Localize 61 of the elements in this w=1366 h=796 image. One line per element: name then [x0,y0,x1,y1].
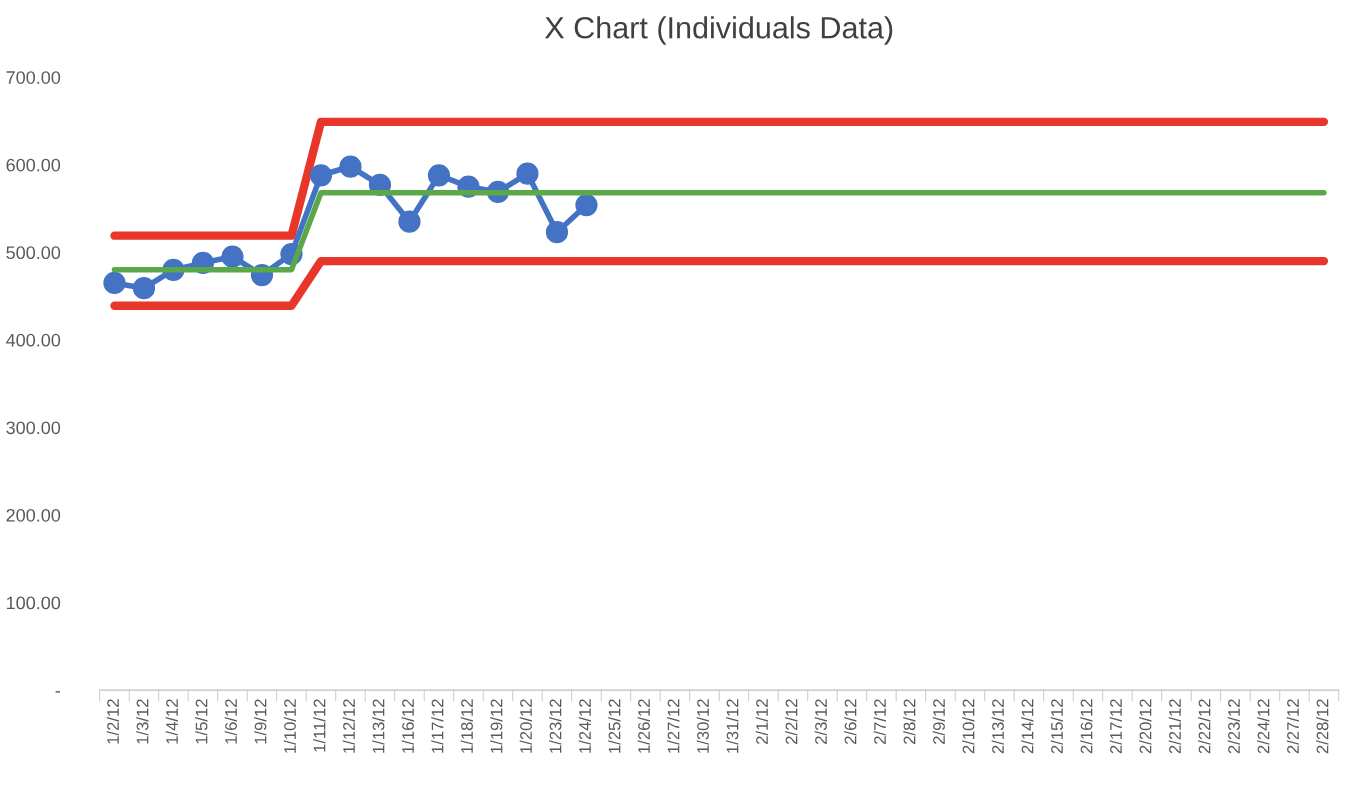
x-tick-label: 2/16/12 [1080,699,1093,754]
x-tick-label: 1/13/12 [372,699,385,753]
x-tick-label: 1/20/12 [519,699,532,753]
x-tick-label: 2/14/12 [1021,699,1034,754]
x-tick-label: 1/6/12 [224,699,237,744]
chart-title: X Chart (Individuals Data) [544,16,893,45]
point [309,164,333,187]
x-tick-label: 1/24/12 [578,699,591,753]
x-tick-label: 2/15/12 [1050,699,1063,754]
point [516,162,539,185]
x-tick-label: 1/11/12 [313,699,326,752]
x-tick-label: 2/3/12 [814,699,827,744]
x-tick-label: 1/23/12 [549,699,562,753]
point [132,277,156,300]
x-tick-label: 2/27/12 [1286,699,1299,754]
y-tick-label: 200.00 [6,508,61,522]
y-tick-label: 100.00 [6,596,61,610]
x-tick-label: 2/17/12 [1109,699,1122,754]
x-tick-label: 1/4/12 [165,699,178,744]
point [339,155,362,178]
y-tick-label: 400.00 [6,333,61,347]
x-tick-label: 1/18/12 [460,699,473,753]
point [398,210,421,233]
x-tick-label: 1/3/12 [136,699,149,744]
x-tick-label: 1/16/12 [401,699,414,753]
x-tick-label: 1/5/12 [195,699,208,744]
x-tick-label: 1/9/12 [254,699,267,744]
point [103,271,126,295]
x-tick-label: 2/22/12 [1198,699,1211,754]
x-tick-label: 2/24/12 [1257,699,1270,754]
y-tick-label: 600.00 [6,158,61,172]
point [575,193,598,217]
x-tick-label: 2/7/12 [873,699,886,744]
x-tick-label: 2/23/12 [1227,699,1240,754]
x-tick-label: 1/17/12 [431,699,444,753]
x-tick-label: 1/19/12 [490,699,503,753]
x-tick-label: 2/20/12 [1139,699,1152,754]
point [427,164,451,187]
x-tick-label: 1/25/12 [608,699,621,753]
x-tick-label: 2/21/12 [1168,699,1181,754]
x-tick-label: 2/13/12 [991,699,1004,754]
x-tick-label: 2/1/12 [755,699,768,744]
y-tick-label: 300.00 [6,421,61,435]
x-tick-label: 1/2/12 [106,699,119,744]
x-tick-label: 1/10/12 [283,699,296,753]
point [545,221,569,244]
x-tick-label: 1/26/12 [637,699,650,753]
x-tick-label: 1/27/12 [667,699,680,753]
x-tick-label: 2/9/12 [932,699,945,744]
x-tick-label: 1/30/12 [696,699,709,753]
y-tick-label: 700.00 [6,71,61,84]
x-tick-label: 1/12/12 [342,699,355,753]
point [221,245,244,268]
x-tick-label: 2/8/12 [903,699,916,744]
x-tick-label: 2/28/12 [1316,699,1329,754]
x-tick-label: 2/10/12 [962,699,975,754]
y-tick-label: - [55,691,61,693]
x-tick-label: 1/31/12 [726,699,739,753]
x-tick-label: 2/2/12 [785,699,798,744]
y-tick-label: 500.00 [6,246,61,260]
x-tick-label: 2/6/12 [844,699,857,744]
